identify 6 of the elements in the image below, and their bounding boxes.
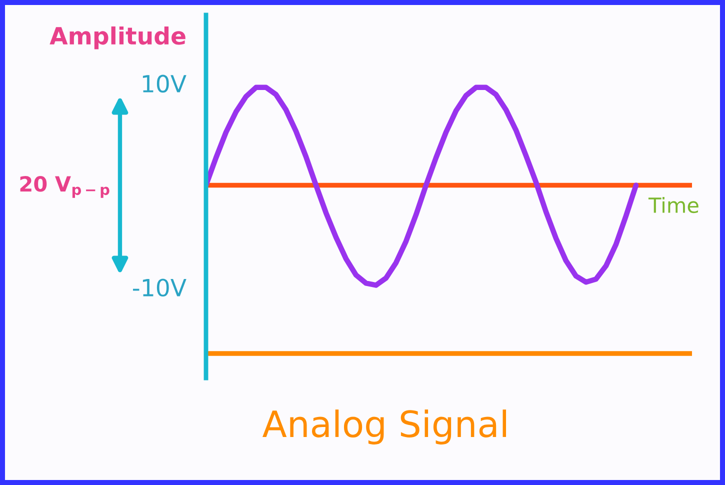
x-axis-title: Time [648,196,698,214]
y-tick-label: 10V [142,74,186,93]
text: Analog Signal [262,410,506,444]
y-tick-label: -10V [132,278,186,297]
text: 20 V$_{p−p}$ [20,176,110,198]
y-axis-title: Amplitude [50,26,186,50]
